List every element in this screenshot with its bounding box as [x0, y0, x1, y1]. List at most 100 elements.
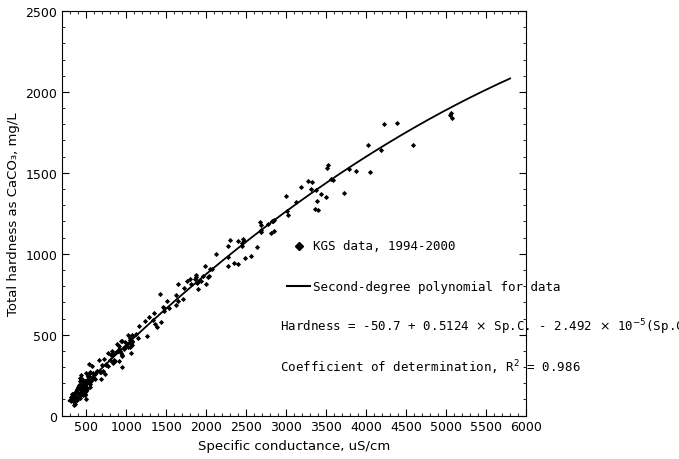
- Point: [69, 390, 79, 397]
- Point: [171, 302, 182, 309]
- X-axis label: Specific conductance, uS/cm: Specific conductance, uS/cm: [198, 439, 390, 452]
- Point: [155, 318, 166, 325]
- Point: [122, 343, 133, 351]
- Point: [70, 394, 81, 402]
- Point: [110, 357, 121, 364]
- Point: [265, 230, 276, 237]
- Point: [115, 337, 126, 345]
- Point: [115, 350, 126, 357]
- Point: [71, 386, 82, 394]
- Point: [87, 363, 98, 370]
- Point: [151, 323, 162, 330]
- Point: [107, 351, 118, 358]
- Point: [73, 383, 84, 391]
- Point: [81, 378, 92, 385]
- Point: [233, 238, 244, 246]
- Point: [105, 352, 116, 359]
- Point: [79, 384, 90, 391]
- Point: [66, 397, 77, 404]
- Point: [84, 383, 95, 391]
- Point: [68, 397, 79, 405]
- Point: [75, 383, 86, 391]
- Point: [77, 382, 88, 389]
- Point: [91, 368, 102, 375]
- Point: [67, 391, 77, 398]
- Point: [126, 350, 136, 357]
- Point: [446, 115, 457, 123]
- Point: [280, 193, 291, 201]
- Point: [222, 243, 233, 250]
- Point: [203, 273, 214, 280]
- Point: [130, 331, 141, 338]
- Point: [162, 297, 172, 305]
- Point: [445, 112, 456, 119]
- Point: [204, 266, 215, 274]
- Point: [190, 272, 201, 280]
- Point: [86, 377, 96, 385]
- Point: [94, 356, 105, 364]
- Point: [65, 393, 76, 400]
- Point: [222, 254, 233, 262]
- Point: [92, 368, 103, 375]
- Text: Hardness = -50.7 + 0.5124 $\times$ Sp.C. - 2.492 $\times$ 10$^{-5}$(Sp.C.)$^{2}$: Hardness = -50.7 + 0.5124 $\times$ Sp.C.…: [280, 317, 679, 336]
- Point: [124, 336, 135, 344]
- Point: [88, 375, 99, 382]
- Point: [170, 292, 181, 299]
- Point: [71, 387, 81, 395]
- Point: [255, 229, 266, 236]
- Point: [246, 252, 257, 260]
- Point: [86, 374, 97, 381]
- Point: [159, 308, 170, 315]
- Point: [191, 280, 202, 287]
- Point: [78, 379, 89, 386]
- Point: [69, 391, 79, 398]
- Point: [85, 369, 96, 376]
- Point: [69, 401, 79, 409]
- Point: [103, 362, 114, 369]
- Point: [158, 303, 168, 311]
- Point: [98, 368, 109, 375]
- Point: [76, 385, 87, 392]
- Point: [446, 111, 457, 118]
- Point: [117, 338, 128, 345]
- Point: [198, 273, 208, 280]
- Point: [81, 378, 92, 385]
- Point: [75, 371, 86, 378]
- Point: [120, 338, 130, 346]
- Point: [79, 391, 90, 398]
- Point: [143, 314, 154, 321]
- Point: [125, 339, 136, 347]
- Point: [147, 317, 158, 325]
- Point: [73, 383, 84, 390]
- Point: [305, 185, 316, 193]
- Point: [75, 395, 86, 402]
- Point: [107, 351, 117, 358]
- Point: [65, 397, 76, 404]
- Point: [81, 381, 92, 388]
- Point: [96, 369, 107, 376]
- Point: [322, 165, 333, 173]
- Point: [100, 361, 111, 369]
- Point: [71, 397, 82, 404]
- Point: [127, 338, 138, 346]
- Point: [74, 377, 85, 385]
- Point: [84, 377, 95, 384]
- Point: [84, 370, 95, 378]
- Point: [68, 393, 79, 401]
- Text: Coefficient of determination, R$^{2}$ = 0.986: Coefficient of determination, R$^{2}$ = …: [280, 358, 581, 376]
- Point: [141, 333, 152, 340]
- Point: [96, 375, 107, 383]
- Point: [108, 356, 119, 364]
- Point: [81, 370, 92, 377]
- Point: [140, 318, 151, 325]
- Point: [76, 390, 87, 397]
- Point: [189, 276, 200, 283]
- Point: [263, 221, 274, 228]
- Point: [132, 334, 143, 341]
- Point: [193, 278, 204, 285]
- Point: [119, 345, 130, 353]
- Point: [111, 349, 122, 356]
- Point: [310, 207, 320, 214]
- Point: [364, 169, 375, 176]
- Point: [375, 147, 386, 155]
